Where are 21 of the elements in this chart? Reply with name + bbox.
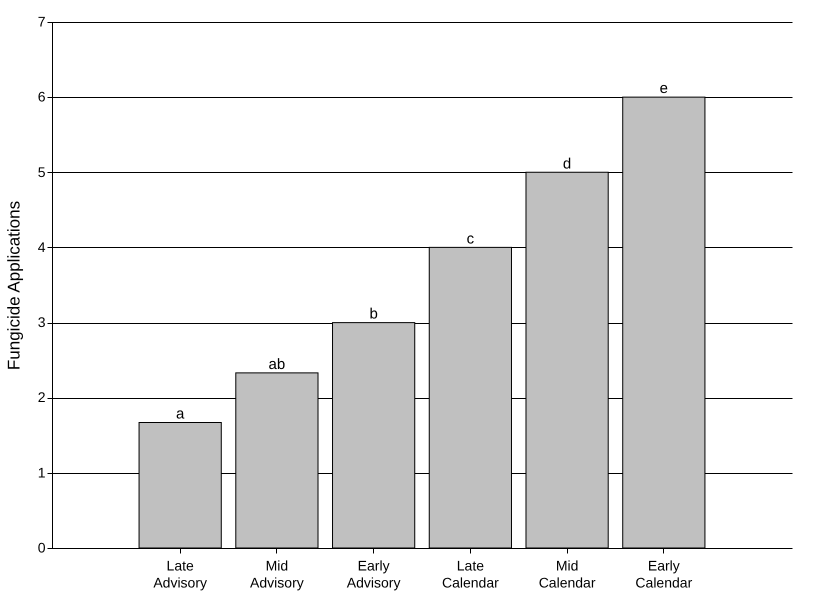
annotation: ab <box>268 356 286 373</box>
y-tick-label: 3 <box>38 314 46 330</box>
y-tick-label: 0 <box>38 540 46 556</box>
y-tick-label: 1 <box>38 464 46 480</box>
y-tick-label: 6 <box>38 88 46 105</box>
x-tick-label: Early Advisory <box>346 558 400 590</box>
y-tick-label: 4 <box>38 238 46 255</box>
y-tick-label: 7 <box>38 14 46 30</box>
y-tick-label: 2 <box>38 389 46 406</box>
annotation: c <box>466 230 475 248</box>
x-tick-label: Late Calendar <box>442 558 500 590</box>
annotation: e <box>660 80 668 98</box>
x-tick-label: Early Calendar <box>635 558 693 590</box>
x-tick-label: Mid Calendar <box>538 558 596 590</box>
y-axis-title: Fungicide Applications <box>4 200 24 370</box>
annotation: b <box>369 306 378 323</box>
x-tick-label: Late Advisory <box>153 558 208 590</box>
annotation: a <box>176 406 185 423</box>
y-tick-label: 5 <box>38 164 46 180</box>
x-tick-label: Mid Advisory <box>250 558 304 590</box>
annotation: d <box>562 155 572 172</box>
